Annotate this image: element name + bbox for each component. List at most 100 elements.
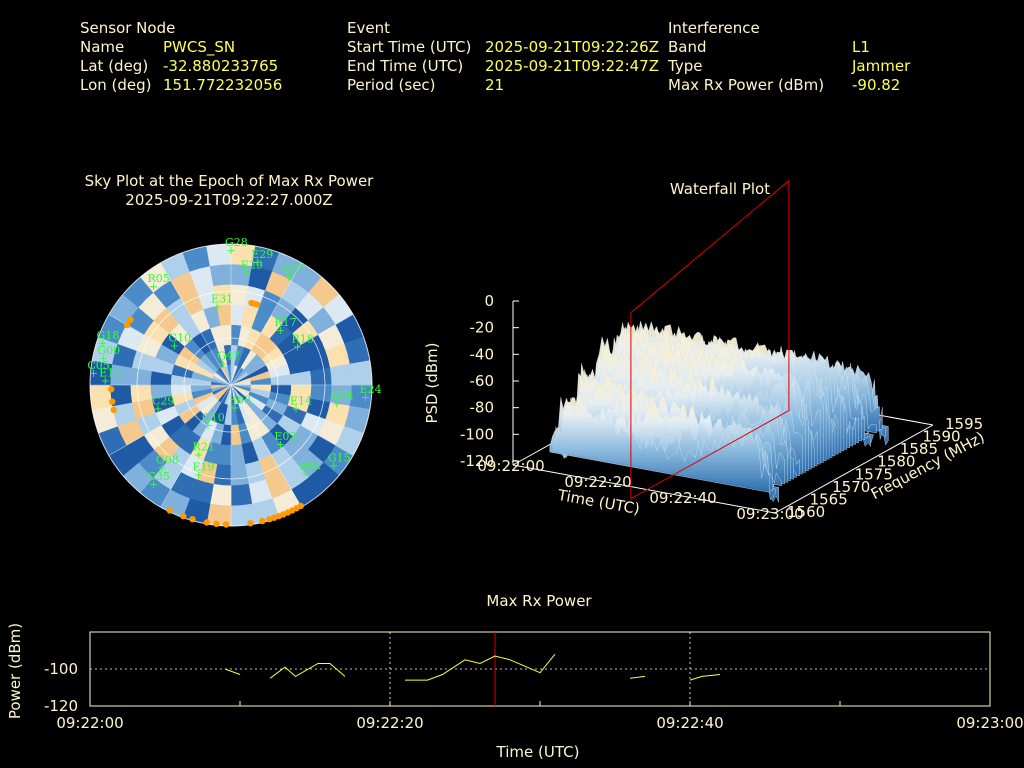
sky-satellite-marker: +	[170, 339, 179, 352]
sky-interference-marker	[180, 512, 187, 520]
sky-interference-marker	[108, 385, 115, 393]
sky-satellite-marker: +	[99, 352, 108, 365]
waterfall-freq-tick-label: 1570	[832, 478, 870, 496]
sky-interference-marker	[253, 301, 261, 308]
sky-azimuth-spoke	[230, 384, 354, 456]
sky-satellite-marker: +	[149, 280, 158, 293]
sky-satellite-marker: +	[194, 468, 203, 481]
power-trace-segment	[269, 663, 346, 679]
sky-satellite-label: E29	[241, 258, 263, 271]
waterfall-plot: 0 -20 -40 -60 -80 -100 -120 PSD (dBm) 09:22:00 09…	[423, 179, 988, 523]
interference-power-label: Max Rx Power (dBm)	[668, 76, 825, 94]
sky-satellite-label: G10	[168, 331, 191, 344]
sky-satellite-marker: +	[219, 357, 228, 370]
sky-satellite-marker: +	[242, 266, 251, 279]
sky-satellite-label: G47	[217, 349, 240, 362]
sky-interference-marker	[110, 406, 117, 414]
sky-azimuth-spoke	[160, 384, 232, 508]
sky-satellite-marker: +	[253, 256, 262, 269]
sky-satellite-label: E19	[192, 460, 214, 473]
waterfall-freq-tick-label: 1580	[877, 453, 915, 471]
sky-satellite-marker: +	[194, 449, 203, 462]
sky-satellite-marker: +	[203, 419, 212, 432]
sky-satellite-label: G28	[225, 236, 248, 249]
sky-satellite-label: G10	[202, 411, 225, 424]
waterfall-freq-tick-label: 1560	[787, 503, 825, 521]
sky-satellite-label: G27	[283, 263, 306, 276]
sensor-lon-value: 151.772232056	[163, 76, 283, 94]
sky-satellite-label: G00	[97, 344, 120, 357]
waterfall-time-axis	[512, 464, 776, 514]
sky-satellite-marker: +	[153, 403, 162, 416]
waterfall-z-tick-label: -60	[470, 372, 495, 390]
sky-satellite-label: R03	[229, 394, 251, 407]
event-start-label: Start Time (UTC)	[347, 38, 472, 56]
sky-interference-marker	[127, 316, 134, 323]
waterfall-cursor-plane	[630, 179, 790, 500]
waterfall-z-tick-label: -40	[470, 345, 495, 363]
power-y-tick-label: -100	[44, 660, 78, 678]
sky-satellite-label: G08	[156, 453, 179, 466]
event-period-value: 21	[485, 76, 505, 94]
interference-power-value: -90.82	[852, 76, 901, 94]
waterfall-z-tick-label: -120	[460, 452, 494, 470]
sky-azimuth-spoke	[230, 314, 354, 386]
sky-satellite-marker: +	[230, 402, 239, 415]
sky-azimuth-spoke	[230, 384, 302, 508]
event-period-label: Period (sec)	[347, 76, 436, 94]
sky-satellite-label: G24	[331, 390, 354, 403]
sky-heatmap-cell	[329, 363, 353, 386]
sky-plot-subtitle: 2025-09-21T09:22:27.000Z	[125, 191, 332, 209]
waterfall-time-tick-label: 09:22:20	[564, 473, 631, 491]
interference-band-label: Band	[668, 38, 707, 56]
event-end-value: 2025-09-21T09:22:47Z	[485, 57, 659, 75]
waterfall-z-tick-label: -80	[470, 399, 495, 417]
sky-satellite-label: E13	[99, 367, 121, 380]
waterfall-freq-axis	[774, 424, 934, 514]
sky-interference-marker	[222, 521, 230, 528]
event-heading: Event	[347, 19, 390, 37]
sky-satellite-label: E03	[274, 430, 296, 443]
sky-azimuth-spoke	[160, 262, 232, 386]
event-end-label: End Time (UTC)	[347, 57, 464, 75]
power-trace-segment	[224, 668, 241, 675]
sky-satellite-label: R05	[147, 272, 169, 285]
waterfall-time-tick-label: 09:22:00	[477, 457, 544, 475]
waterfall-z-tick-label: -20	[470, 319, 495, 337]
sensor-name-label: Name	[80, 38, 125, 56]
power-trace-segment	[689, 674, 721, 681]
sky-satellite-marker: +	[213, 300, 222, 313]
power-x-tick-label: 09:23:00	[956, 714, 1023, 732]
power-plot-title: Max Rx Power	[486, 592, 592, 610]
sky-satellite-marker: +	[293, 341, 302, 354]
sky-heatmap-cell	[209, 263, 232, 287]
sky-satellite-label: G18	[97, 329, 120, 342]
sky-interference-marker	[189, 515, 196, 523]
sky-satellite-label: G15	[328, 451, 351, 464]
sky-interference-marker	[166, 507, 174, 514]
interference-type-value: Jammer	[852, 57, 911, 75]
power-x-axis-label: Time (UTC)	[496, 743, 580, 761]
power-x-tick-label: 09:22:00	[56, 714, 123, 732]
sky-satellite-marker: +	[157, 461, 166, 474]
sky-satellite-marker: +	[98, 337, 107, 350]
sky-interference-marker	[259, 517, 266, 525]
sensor-lat-value: -32.880233765	[163, 57, 279, 75]
sky-satellite-marker: +	[332, 398, 341, 411]
waterfall-title: Waterfall Plot	[670, 180, 770, 198]
sky-satellite-marker: +	[101, 375, 110, 388]
sensor-node-heading: Sensor Node	[80, 19, 176, 37]
sky-satellite-marker: +	[300, 467, 309, 480]
sky-plot-title: Sky Plot at the Epoch of Max Rx Power	[85, 172, 375, 190]
power-y-tick-label: -120	[44, 697, 78, 715]
sky-satellite-label: E14	[290, 395, 312, 408]
sensor-name-value: PWCS_SN	[163, 38, 236, 56]
waterfall-time-tick-label: 09:22:40	[649, 489, 716, 507]
waterfall-z-tick-label: 0	[484, 292, 494, 310]
waterfall-z-tick-label: -100	[460, 425, 494, 443]
sky-satellite-label: R21	[193, 441, 215, 454]
event-start-value: 2025-09-21T09:22:26Z	[485, 38, 659, 56]
sky-satellite-marker: +	[226, 244, 235, 257]
sky-satellite-label: C35	[147, 470, 169, 483]
